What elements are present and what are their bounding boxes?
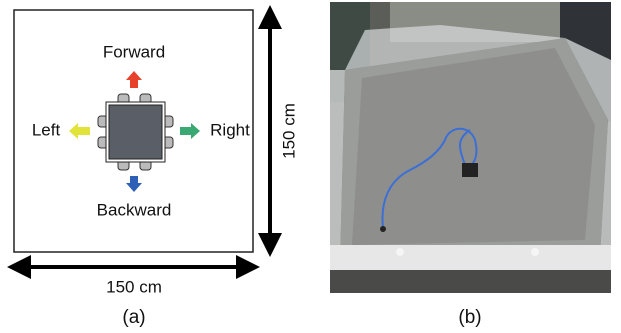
forward-arrow xyxy=(126,71,142,88)
panel-b-photo xyxy=(330,2,611,293)
caption-b: (b) xyxy=(458,307,481,328)
figure: Forward Left Right Backward 150 cm 150 c… xyxy=(0,0,621,333)
left-arrow xyxy=(69,123,90,139)
right-label: Right xyxy=(210,120,250,139)
forward-label: Forward xyxy=(103,42,165,61)
robot xyxy=(98,94,173,170)
caption-a: (a) xyxy=(122,307,145,328)
left-label: Left xyxy=(32,120,61,139)
width-label: 150 cm xyxy=(106,277,162,296)
backward-arrow xyxy=(126,176,142,192)
panel-a: Forward Left Right Backward 150 cm 150 c… xyxy=(14,10,298,328)
height-label: 150 cm xyxy=(279,103,298,159)
right-arrow xyxy=(180,123,200,139)
backward-label: Backward xyxy=(97,200,172,219)
